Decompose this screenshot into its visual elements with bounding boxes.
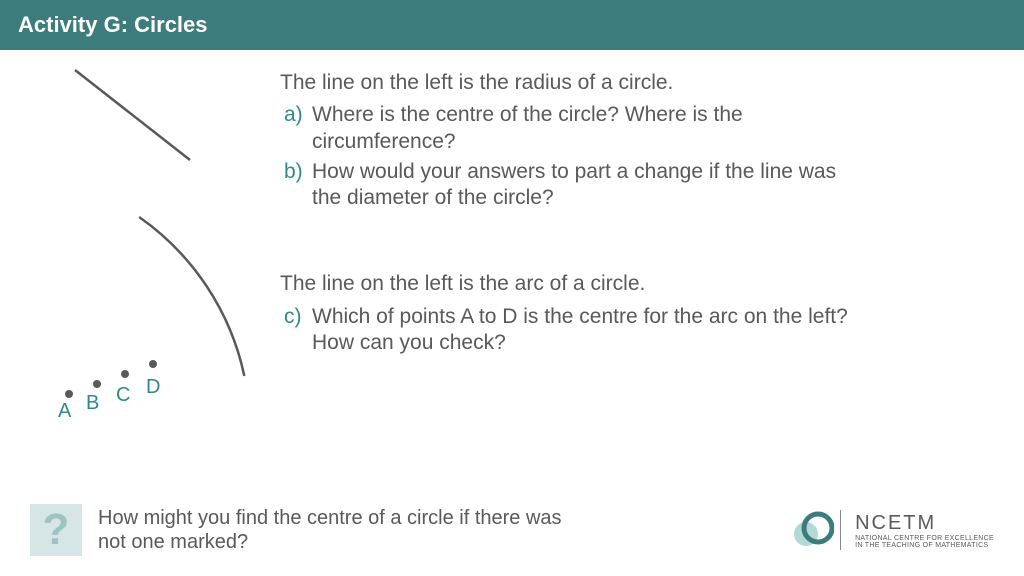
question-mark-icon: ? <box>30 504 82 556</box>
logo-tagline1: NATIONAL CENTRE FOR EXCELLENCE <box>855 535 994 542</box>
question-text: Where is the centre of the circle? Where… <box>312 102 994 155</box>
question-c: c) Which of points A to D is the centre … <box>280 304 994 357</box>
question-a: a) Where is the centre of the circle? Wh… <box>280 102 994 155</box>
ncetm-logo: NCETM NATIONAL CENTRE FOR EXCELLENCE IN … <box>790 508 994 552</box>
point-dot <box>93 380 101 388</box>
footer: ? How might you find the centre of a cir… <box>30 504 994 556</box>
radius-line <box>75 70 190 160</box>
arc-path <box>139 217 244 376</box>
question-text: Which of points A to D is the centre for… <box>312 304 994 357</box>
diagram-area: ABCD <box>30 60 260 440</box>
section1-intro: The line on the left is the radius of a … <box>280 70 994 96</box>
activity-header: Activity G: Circles <box>0 0 1024 50</box>
section2-intro: The line on the left is the arc of a cir… <box>280 271 994 297</box>
activity-title: Activity G: Circles <box>18 12 208 37</box>
question-b: b) How would your answers to part a chan… <box>280 159 994 212</box>
question-letter: c) <box>280 304 312 357</box>
point-dot <box>65 390 73 398</box>
question-text: How would your answers to part a change … <box>312 159 994 212</box>
section2-list: c) Which of points A to D is the centre … <box>280 304 994 357</box>
point-dot <box>149 360 157 368</box>
diagram-svg <box>30 60 260 440</box>
logo-divider <box>840 510 841 550</box>
point-label: D <box>146 376 160 399</box>
prompt-box: ? How might you find the centre of a cir… <box>30 504 578 556</box>
content-area: ABCD The line on the left is the radius … <box>0 50 1024 490</box>
point-label: A <box>58 400 71 423</box>
question-letter: a) <box>280 102 312 155</box>
question-letter: b) <box>280 159 312 212</box>
logo-name: NCETM <box>855 512 994 535</box>
point-label: C <box>116 384 130 407</box>
section1-list: a) Where is the centre of the circle? Wh… <box>280 102 994 211</box>
logo-text: NCETM NATIONAL CENTRE FOR EXCELLENCE IN … <box>855 512 994 549</box>
prompt-text: How might you find the centre of a circl… <box>98 506 578 554</box>
logo-tagline2: IN THE TEACHING OF MATHEMATICS <box>855 542 994 549</box>
point-dot <box>121 370 129 378</box>
point-label: B <box>86 392 99 415</box>
logo-icon <box>790 508 834 552</box>
text-area: The line on the left is the radius of a … <box>280 70 994 356</box>
